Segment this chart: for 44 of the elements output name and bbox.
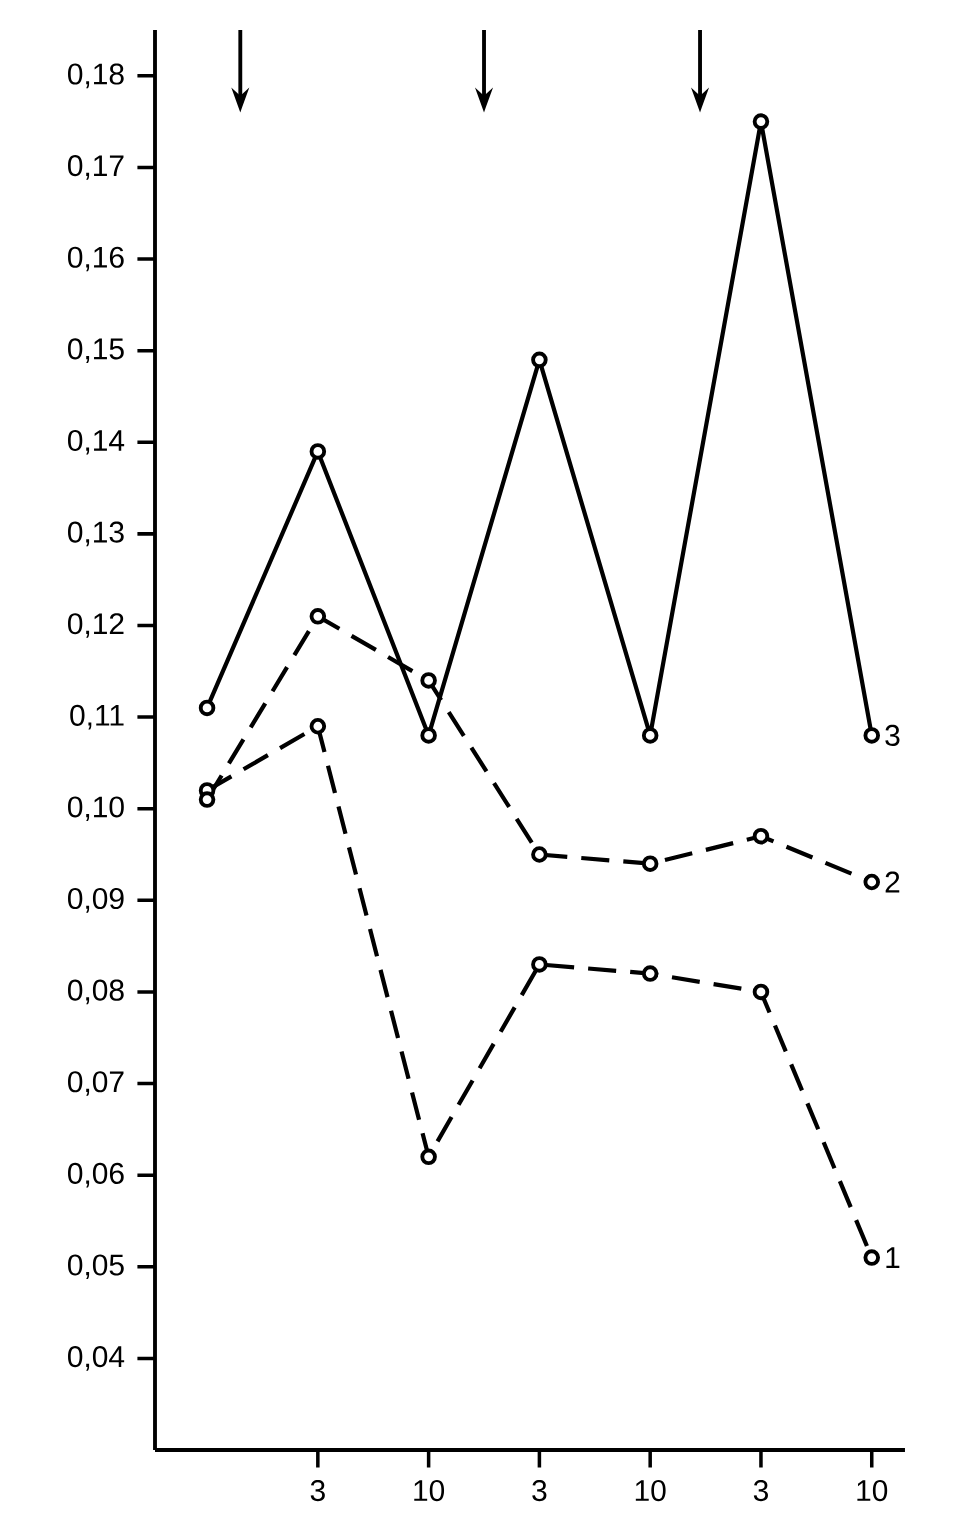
point [309, 718, 327, 735]
y-tick-label: 0,05 [68, 1254, 124, 1280]
y-tick-label: 0,06 [68, 1162, 124, 1188]
point [752, 113, 770, 130]
point [531, 956, 548, 973]
series-label: 3 [885, 724, 900, 746]
y-tick-label: 0,13 [68, 521, 124, 547]
y-tick-label: 0,04 [68, 1346, 125, 1371]
y-tick-label: 0,17 [68, 155, 124, 180]
point [863, 1249, 881, 1266]
point [420, 1148, 437, 1166]
x-tick-label: 3 [753, 1480, 768, 1502]
series-label: 2 [885, 871, 900, 893]
y-tick-label: 0,14 [68, 429, 125, 455]
y-tick-label: 0,08 [68, 979, 124, 1005]
x-tick-label: 10 [635, 1480, 666, 1502]
y-tick-label: 0,15 [68, 338, 124, 363]
y-tick-label: 0,18 [68, 63, 124, 89]
point [309, 608, 327, 625]
point [641, 965, 659, 982]
x-tick-label: 3 [532, 1480, 547, 1502]
point [531, 846, 548, 863]
y-tick-label: 0,07 [68, 1071, 124, 1096]
x-tick-label: 10 [857, 1480, 888, 1502]
point [531, 351, 548, 369]
series-label: 1 [886, 1247, 900, 1268]
point [752, 983, 770, 1001]
point [641, 727, 659, 744]
y-tick-label: 0,11 [70, 704, 124, 730]
point [641, 855, 659, 872]
point [863, 727, 881, 744]
point [198, 699, 216, 717]
x-tick-label: 3 [310, 1480, 325, 1502]
point [863, 873, 881, 891]
y-tick-label: 0,09 [68, 888, 124, 913]
point [420, 672, 437, 689]
point [198, 791, 216, 808]
y-tick-label: 0,12 [68, 613, 124, 638]
point [752, 827, 770, 845]
y-tick-label: 0,16 [68, 246, 124, 272]
y-tick-label: 0,10 [68, 796, 124, 822]
point [420, 727, 437, 744]
x-tick-label: 10 [414, 1480, 445, 1502]
point [309, 443, 327, 460]
